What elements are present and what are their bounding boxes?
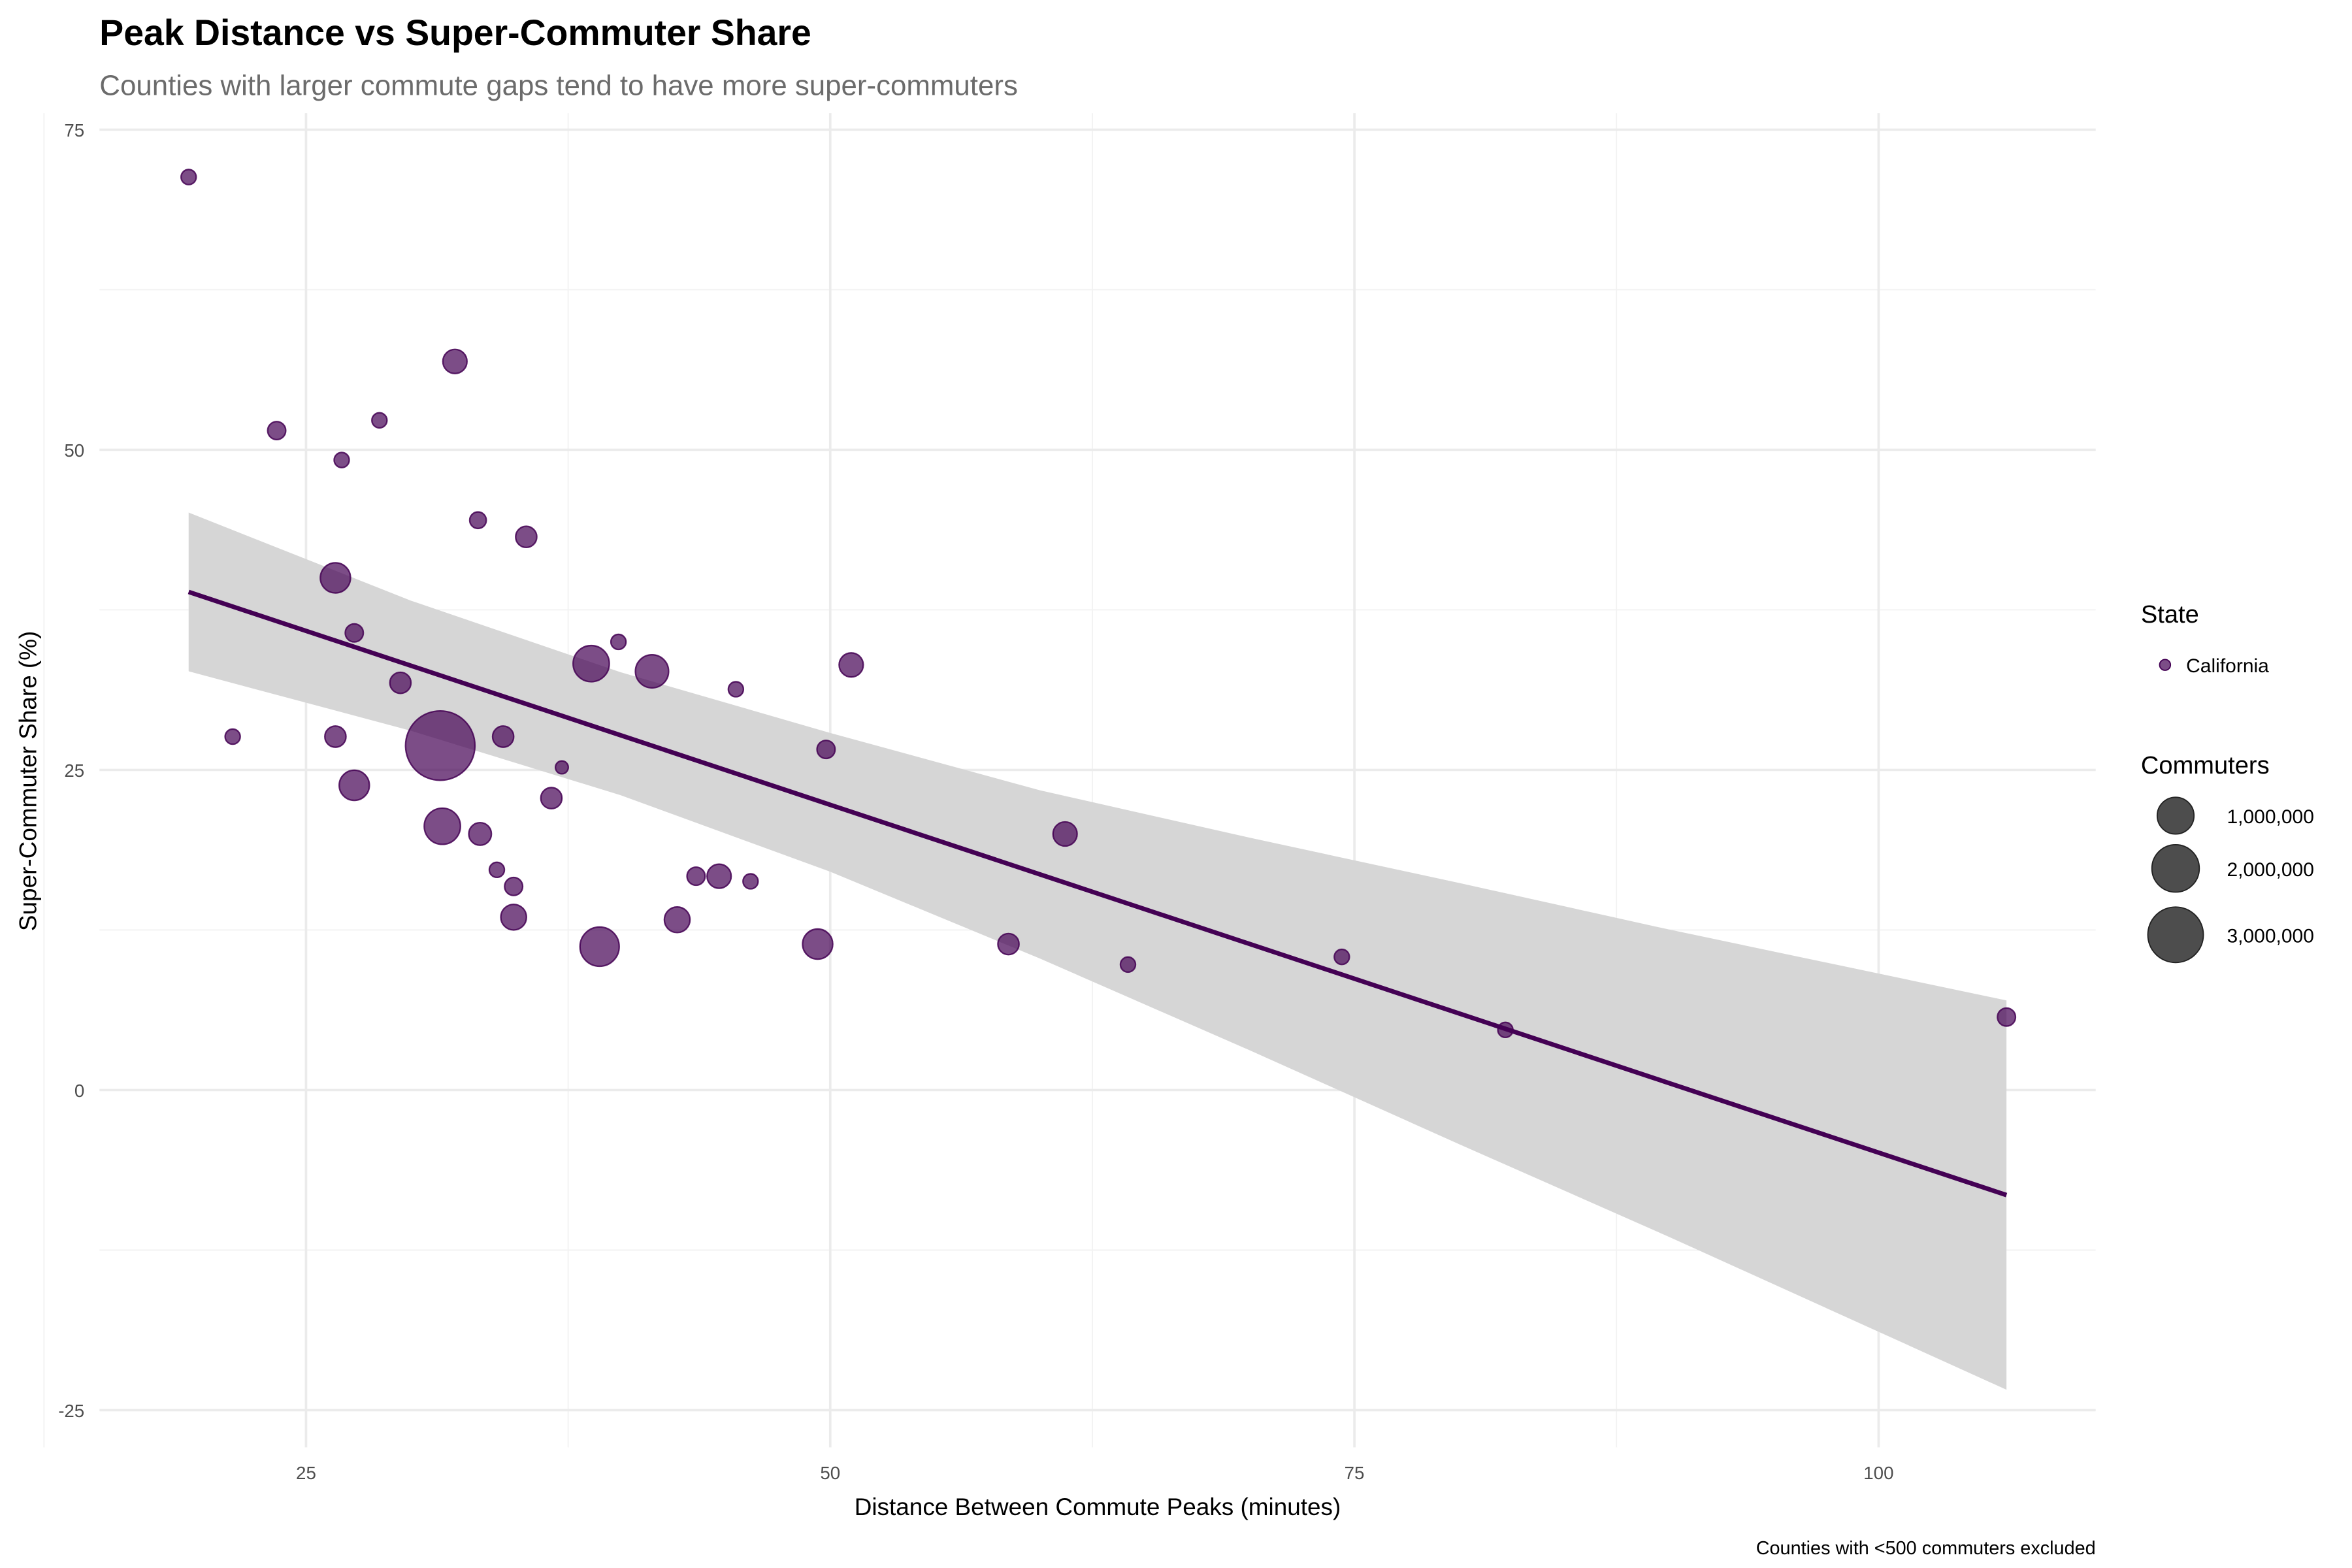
data-point [442, 348, 468, 374]
y-tick-label: 75 [64, 120, 84, 140]
legend-size-key [2156, 796, 2195, 835]
trend-line [188, 589, 2008, 1198]
data-point [267, 421, 287, 441]
data-point [1119, 956, 1137, 973]
legend-size-label-2m: 2,000,000 [2227, 859, 2313, 881]
legend-label-california: California [2186, 655, 2269, 677]
data-point [540, 787, 563, 809]
legend-key-california [2159, 659, 2172, 671]
data-point [554, 760, 569, 775]
y-tick-label: 25 [64, 760, 84, 781]
confidence-band [188, 512, 2007, 1390]
legend-color-title: State [2141, 601, 2199, 629]
points [180, 169, 2017, 1039]
y-tick-label: -25 [58, 1401, 84, 1421]
data-point [319, 562, 351, 594]
data-point [838, 652, 864, 678]
y-axis-label: Super-Commuter Share (%) [14, 631, 41, 931]
data-point [338, 769, 370, 802]
data-point [504, 876, 524, 896]
data-point [634, 654, 670, 689]
legend-size-key [2147, 906, 2204, 964]
data-point [468, 511, 487, 530]
data-point [333, 451, 350, 468]
data-point [706, 863, 732, 889]
x-axis-label: Distance Between Commute Peaks (minutes) [855, 1494, 1341, 1520]
data-point [423, 807, 461, 845]
x-tick-label: 25 [296, 1463, 316, 1483]
data-point [491, 725, 515, 748]
legend-size-label-1m: 1,000,000 [2227, 806, 2313, 828]
confidence-band-group [188, 512, 2007, 1390]
data-point [997, 932, 1020, 956]
y-tick-label: 0 [74, 1081, 84, 1101]
y-tick-label: 50 [64, 440, 84, 461]
data-point [727, 681, 745, 698]
data-point [1333, 948, 1350, 966]
size-legend [2147, 796, 2204, 964]
data-point [663, 906, 691, 934]
data-point [224, 728, 241, 745]
data-point [324, 725, 347, 748]
legend-size-label-3m: 3,000,000 [2227, 925, 2313, 947]
chart-subtitle: Counties with larger commute gaps tend t… [99, 69, 1018, 101]
caption: Counties with <500 commuters excluded [1756, 1538, 2096, 1559]
data-point [468, 821, 493, 846]
data-point [404, 710, 476, 781]
data-point [180, 169, 197, 186]
legend-size-key [2151, 844, 2200, 893]
data-point [515, 525, 538, 549]
trend-line-group [188, 589, 2008, 1198]
data-point [344, 623, 365, 643]
data-point [579, 926, 620, 968]
data-point [816, 740, 836, 760]
data-point [802, 928, 834, 960]
x-tick-label: 50 [820, 1463, 840, 1483]
data-point [371, 412, 388, 429]
data-point [610, 633, 627, 651]
chart-title: Peak Distance vs Super-Commuter Share [99, 12, 811, 53]
data-point [488, 861, 506, 879]
data-point [1997, 1007, 2017, 1027]
data-point [572, 644, 610, 683]
data-point [686, 866, 706, 887]
x-tick-label: 100 [1863, 1463, 1893, 1483]
legend-size-title: Commuters [2141, 752, 2270, 779]
data-point [1052, 821, 1078, 847]
tick-labels: 25 50 75 100 75 50 25 0 -25 [58, 120, 1893, 1483]
x-tick-label: 75 [1345, 1463, 1365, 1483]
data-point [389, 671, 412, 694]
data-point [500, 904, 527, 931]
legend: State California Commuters 1,000,000 2,0… [2141, 601, 2314, 964]
data-point [742, 873, 759, 890]
